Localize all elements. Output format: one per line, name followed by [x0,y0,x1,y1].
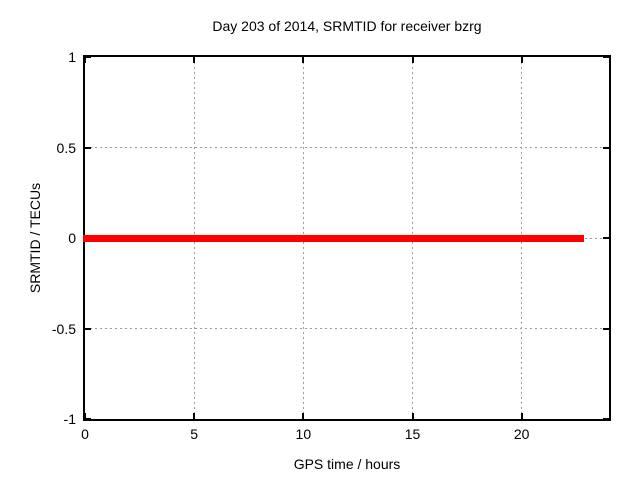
x-tick-top [193,57,196,63]
x-tick-top [520,57,523,63]
x-tick-top [302,57,305,63]
y-tick-label: -1 [63,411,76,427]
x-tick-bottom [84,413,86,419]
x-tick-label: 5 [190,426,199,442]
y-tick-right [603,146,609,149]
x-axis-label: GPS time / hours [293,456,401,472]
plot-area [83,55,611,421]
y-tick-label: 0.5 [56,139,76,156]
y-tick-label: 0 [68,230,76,246]
y-tick-right [603,56,609,58]
x-tick-bottom [193,413,196,419]
y-tick-left [85,327,91,330]
x-tick-top [84,57,86,63]
chart-title: Day 203 of 2014, SRMTID for receiver bzr… [212,18,482,34]
y-tick-left [85,146,91,149]
x-tick-bottom [302,413,305,419]
x-tick-label: 20 [513,426,530,442]
y-tick-left [85,56,91,58]
gridline-y--0.5 [85,328,609,329]
x-tick-label: 0 [81,426,89,442]
y-tick-right [603,327,609,330]
y-tick-right [603,237,609,239]
x-tick-label: 15 [404,426,421,442]
x-tick-bottom [520,413,523,419]
gridline-y-0.5 [85,147,609,148]
x-tick-label: 10 [295,426,312,442]
x-tick-bottom [411,413,414,419]
y-tick-label: 1 [68,49,76,65]
data-series-line-srmtid [83,234,584,242]
y-tick-left [85,418,91,420]
y-tick-label: -0.5 [51,320,76,337]
y-tick-right [603,418,609,420]
x-tick-top [411,57,414,63]
